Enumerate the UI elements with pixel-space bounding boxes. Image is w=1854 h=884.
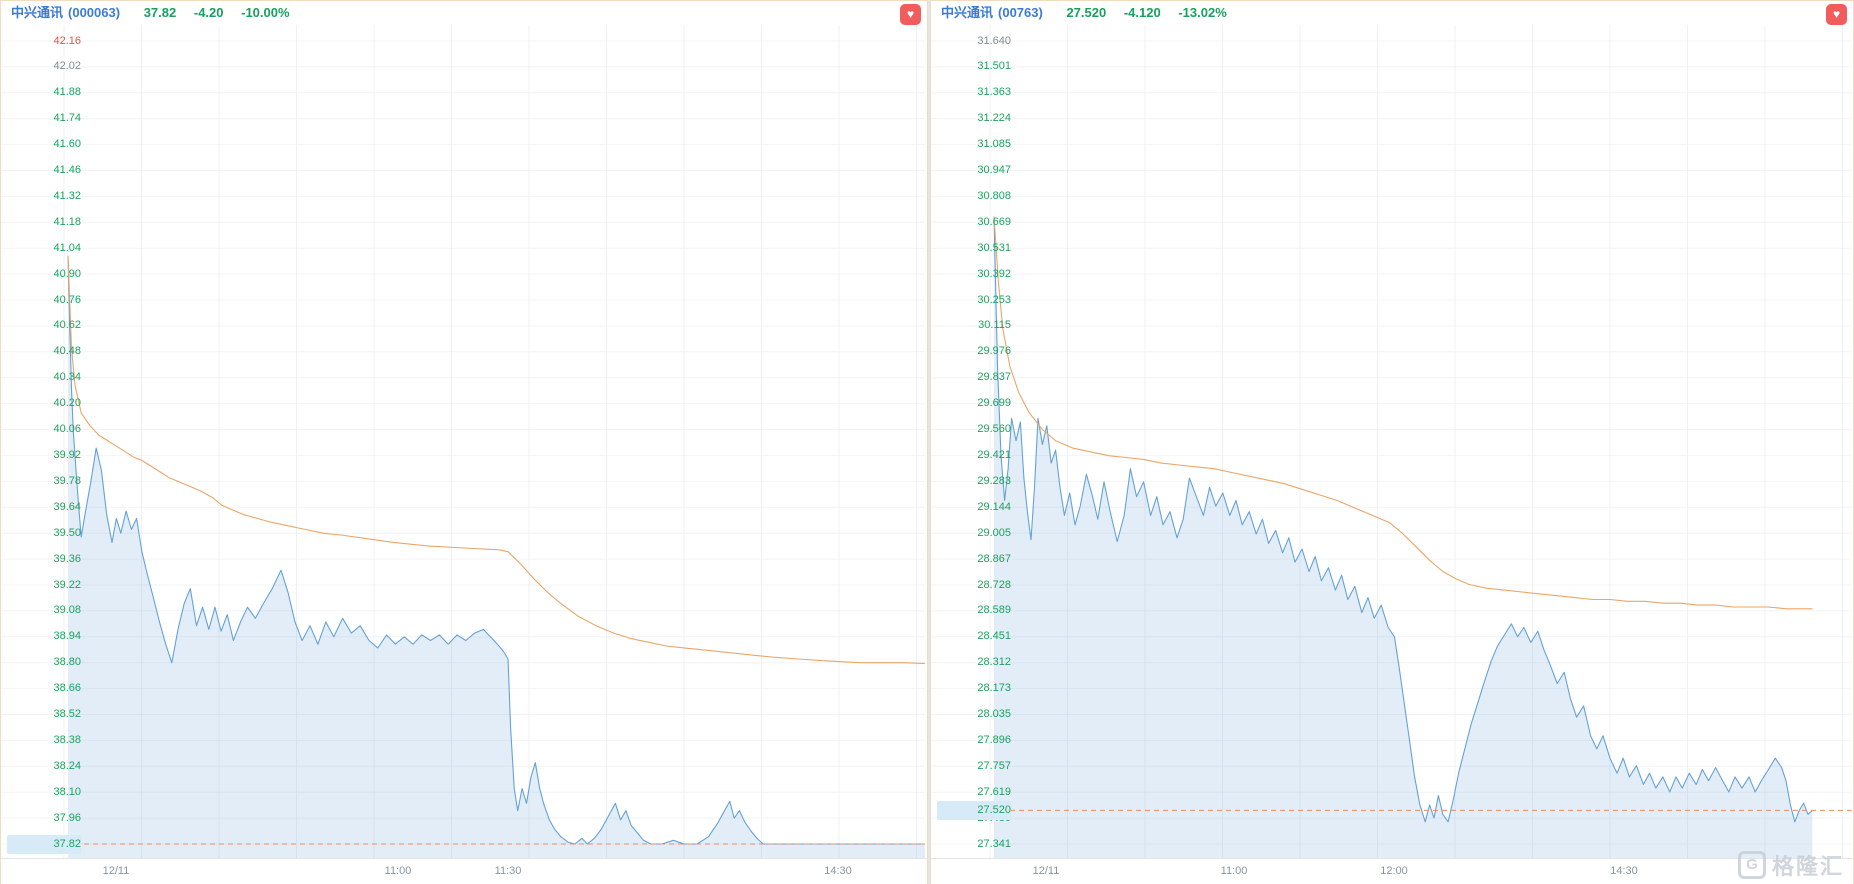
x-axis-time-label: 12:00 bbox=[1380, 865, 1408, 877]
current-price-label: 37.82 bbox=[7, 834, 81, 854]
stock-code: (00763) bbox=[998, 5, 1043, 20]
average-price-line bbox=[67, 255, 925, 665]
intraday-chart-svg bbox=[931, 25, 1851, 858]
x-axis: 12/11 11:00 11:30 14:30 bbox=[1, 858, 927, 884]
x-axis-time-label: 14:30 bbox=[824, 865, 852, 877]
chart-header: 中兴通讯 (000063) 37.82 -4.20 -10.00% ♥ bbox=[1, 1, 927, 25]
current-price-label: 27.520 bbox=[937, 800, 1011, 820]
x-axis-time-label: 11:30 bbox=[494, 865, 522, 877]
stock-last-price: 37.82 bbox=[143, 5, 177, 20]
stock-change-percent: -13.02% bbox=[1178, 5, 1227, 20]
stock-code: (000063) bbox=[68, 5, 121, 20]
price-area-fill bbox=[68, 255, 925, 858]
x-axis-time-label: 14:30 bbox=[1610, 865, 1638, 877]
chart-header: 中兴通讯 (00763) 27.520 -4.120 -13.02% ♥ bbox=[931, 1, 1853, 25]
heart-icon: ♥ bbox=[1832, 7, 1841, 21]
chart-plot-area[interactable]: 42.16 42.02 41.88 41.74 41.60 41.46 41.32 41.18… bbox=[1, 25, 927, 858]
favorite-heart-button[interactable]: ♥ bbox=[1826, 4, 1847, 25]
x-axis-time-label: 11:00 bbox=[384, 865, 412, 877]
heart-icon: ♥ bbox=[906, 7, 915, 21]
stock-change: -4.120 bbox=[1123, 5, 1161, 20]
intraday-chart-svg bbox=[1, 25, 925, 858]
x-axis-time-label: 11:00 bbox=[1220, 865, 1248, 877]
x-axis: 12/11 11:00 12:00 14:30 bbox=[931, 858, 1853, 884]
stock-last-price: 27.520 bbox=[1066, 5, 1107, 20]
stock-name: 中兴通讯 bbox=[11, 5, 64, 20]
price-area-fill bbox=[994, 216, 1813, 858]
x-axis-time-label: 12/11 bbox=[102, 865, 130, 877]
stock-name: 中兴通讯 bbox=[941, 5, 994, 20]
stock-change: -4.20 bbox=[193, 5, 224, 20]
price-line bbox=[993, 216, 1813, 823]
average-price-line bbox=[993, 216, 1813, 610]
favorite-heart-button[interactable]: ♥ bbox=[900, 4, 921, 25]
stock-chart-panel-a-share: 中兴通讯 (000063) 37.82 -4.20 -10.00% ♥ 42.16… bbox=[0, 0, 928, 884]
x-axis-time-label: 12/11 bbox=[1032, 865, 1060, 877]
stock-chart-panel-h-share: 中兴通讯 (00763) 27.520 -4.120 -13.02% ♥ 31.6… bbox=[930, 0, 1854, 884]
chart-plot-area[interactable]: 31.640 31.501 31.363 31.224 31.085 30.947 30.8… bbox=[931, 25, 1853, 858]
stock-change-percent: -10.00% bbox=[241, 5, 290, 20]
